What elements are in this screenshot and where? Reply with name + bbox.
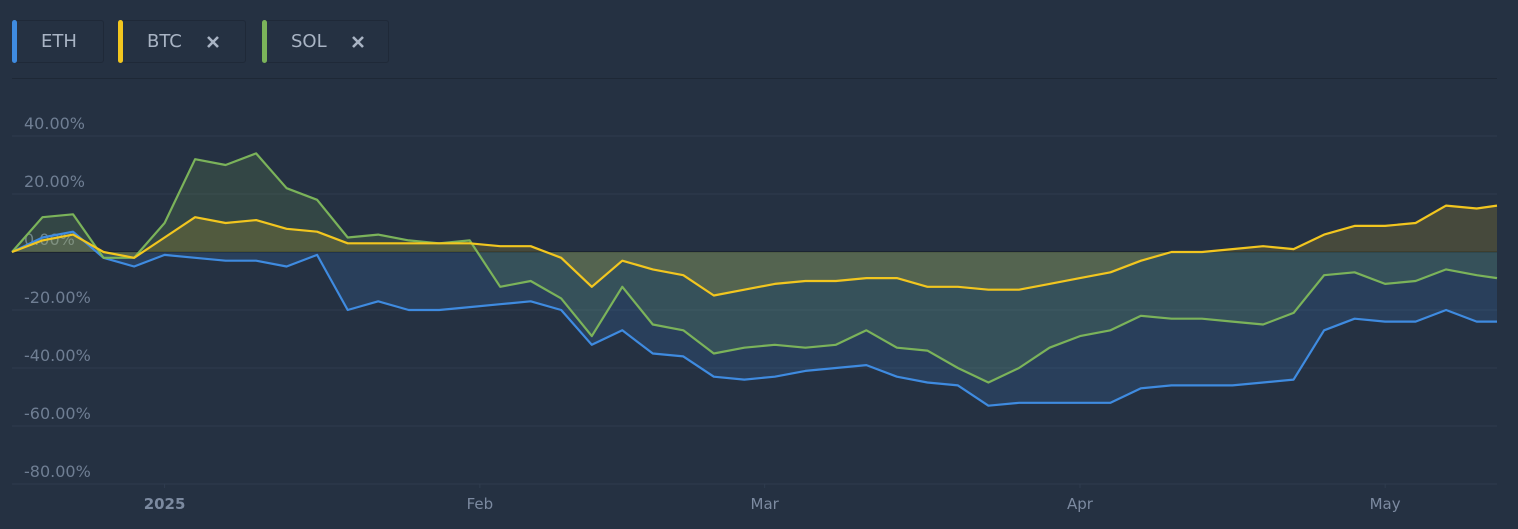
plot-top-border	[12, 78, 1497, 79]
x-tick-label: 2025	[144, 495, 186, 513]
y-tick-label: -60.00%	[24, 404, 91, 423]
y-tick-label: -80.00%	[24, 462, 91, 481]
x-tick-label: Apr	[1067, 495, 1094, 513]
legend-swatch	[118, 20, 123, 63]
y-tick-label: -40.00%	[24, 346, 91, 365]
legend-swatch	[262, 20, 267, 63]
series-area	[12, 205, 1497, 296]
legend-label: ETH	[41, 31, 77, 52]
remove-button[interactable]	[351, 35, 365, 49]
series-line	[11, 152, 1498, 384]
y-tick-label: 20.00%	[24, 172, 85, 191]
close-icon	[206, 35, 219, 48]
y-tick-label: -20.00%	[24, 288, 91, 307]
close-icon	[351, 35, 364, 48]
series-area	[12, 153, 1497, 383]
series-area	[12, 231, 1497, 406]
remove-button[interactable]	[206, 35, 220, 49]
legend-label: BTC	[147, 31, 182, 52]
legend-item[interactable]: ETH	[12, 20, 104, 63]
legend-swatch	[12, 20, 17, 63]
x-tick-label: Mar	[751, 495, 780, 513]
series-line	[11, 204, 1498, 297]
x-tick-label: Feb	[467, 495, 494, 513]
x-tick-label: May	[1370, 495, 1401, 513]
legend-item[interactable]: BTC	[118, 20, 246, 63]
series-line	[11, 230, 1497, 407]
legend-label: SOL	[291, 31, 327, 52]
legend-item[interactable]: SOL	[262, 20, 389, 63]
y-tick-label: 40.00%	[24, 114, 85, 133]
